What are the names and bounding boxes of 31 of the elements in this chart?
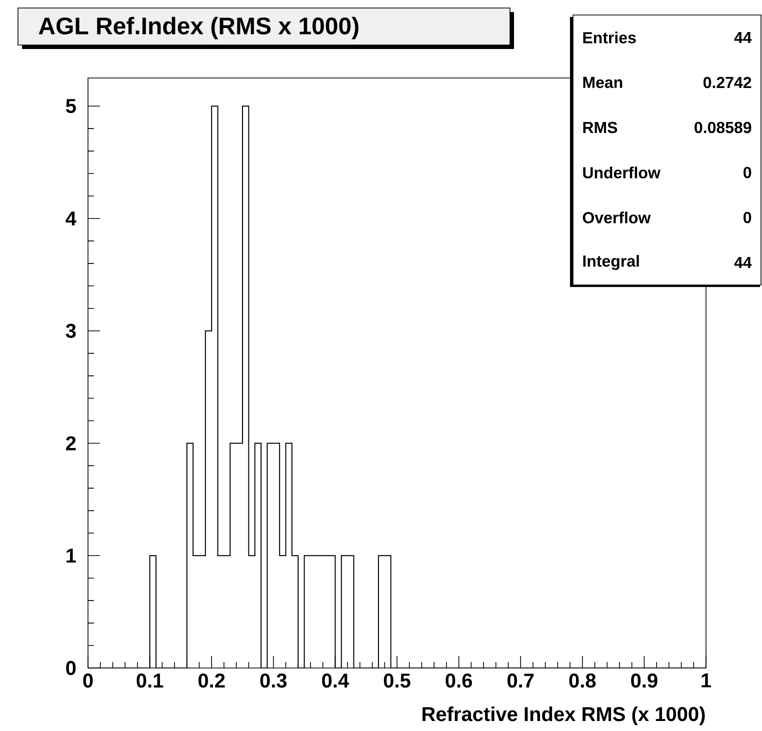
x-tick-label: 0.5 <box>384 674 410 688</box>
x-tick-label: 0.6 <box>446 674 472 688</box>
chart-title: AGL Ref.Index (RMS x 1000) <box>38 16 358 40</box>
y-tick-label: 1 <box>66 548 76 562</box>
x-tick-label: 1 <box>702 674 712 688</box>
y-tick-label: 5 <box>66 99 76 114</box>
x-tick-label: 0.3 <box>260 674 287 688</box>
x-axis-title: Refractive Index RMS (x 1000) <box>422 706 705 726</box>
x-tick-label: 0.4 <box>322 674 349 688</box>
annotation: Mean <box>583 76 622 88</box>
text: 44 <box>734 32 752 44</box>
annotation: Underflow <box>583 166 660 178</box>
annotation: Integral <box>583 255 639 270</box>
y-tick-label: 0 <box>66 660 76 676</box>
x-tick-label: 0.1 <box>136 674 164 688</box>
x-tick-label: 0.9 <box>631 674 658 688</box>
y-tick-label: 3 <box>66 324 76 338</box>
x-tick-label: 0.7 <box>508 674 534 688</box>
text: Entries <box>583 32 636 44</box>
annotation: Overflow <box>582 212 651 224</box>
annotation: RMS <box>583 122 618 134</box>
y-tick-label: 4 <box>66 212 76 226</box>
annotation: 0.08589 <box>694 122 752 134</box>
text: 44 <box>734 256 752 268</box>
y-tick-label: 2 <box>66 436 76 450</box>
annotation: 0.2742 <box>704 76 752 88</box>
x-tick-label: 0.8 <box>569 674 596 688</box>
x-tick-label: 0.2 <box>198 674 225 688</box>
x-tick-label: 0 <box>83 674 93 688</box>
text: 0 <box>744 212 752 224</box>
text: 0 <box>744 166 752 178</box>
